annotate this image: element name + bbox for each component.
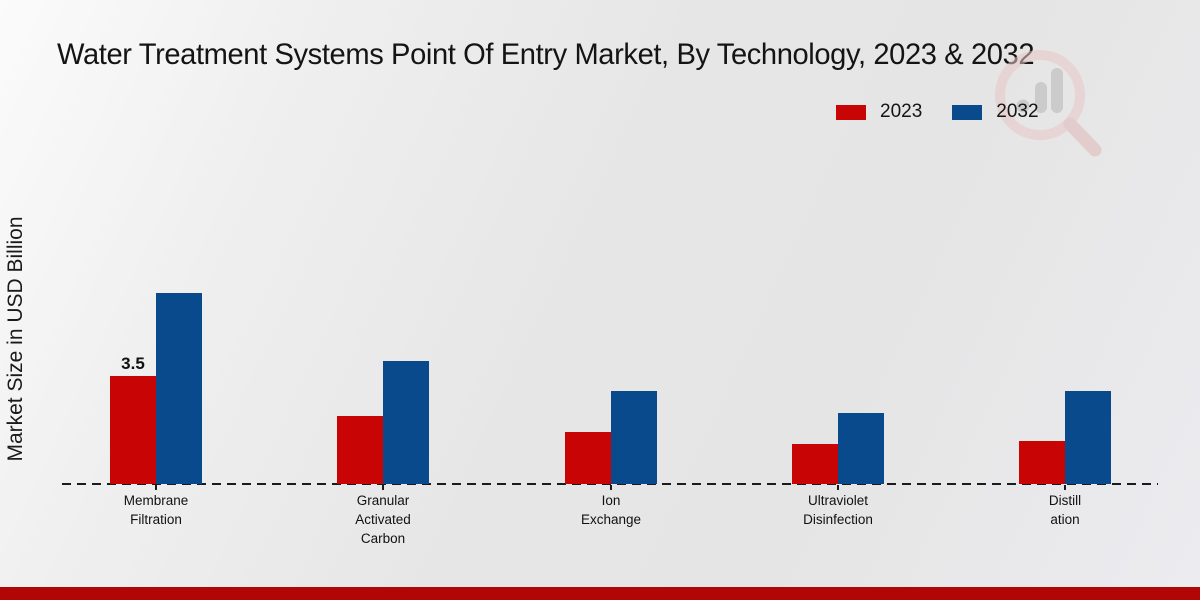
bar-2032-4 (1065, 391, 1111, 484)
bar-2032-3 (838, 413, 884, 484)
category-label-line: Ultraviolet (807, 493, 869, 508)
bar-2032-1 (383, 361, 429, 484)
bar-2023-3 (792, 444, 838, 484)
category-label: Distill ation (985, 491, 1145, 529)
legend-item-2023: 2023 (836, 101, 922, 123)
legend-swatch-2023 (836, 104, 866, 120)
category-label: Membrane Filtration (76, 491, 236, 529)
x-axis-tick (610, 485, 612, 490)
bar-value-label-2023-0: 3.5 (121, 354, 145, 373)
category-label-line: Granular (356, 493, 410, 508)
category-label: Ultraviolet Disinfection (758, 491, 918, 529)
category-label-line: Distill (1048, 493, 1082, 508)
bar-2032-2 (611, 391, 657, 484)
bar-2032-0 (156, 293, 202, 484)
category-label-line: Exchange (580, 512, 642, 527)
category-label-line: Ion (601, 493, 621, 508)
legend-swatch-2032 (952, 104, 983, 120)
bar-2023-1 (337, 416, 383, 484)
legend-label-2032: 2032 (996, 101, 1039, 122)
legend-label-2023: 2023 (880, 101, 923, 122)
category-label-line: Filtration (130, 512, 182, 527)
x-axis-tick (837, 485, 839, 490)
x-axis-tick (1064, 485, 1066, 490)
bar-2023-0 (110, 376, 156, 484)
bar-2023-4 (1019, 441, 1065, 484)
category-label: Granular Activated Carbon (303, 491, 463, 548)
legend-item-2032: 2032 (952, 101, 1039, 123)
category-label-line: Activated (355, 512, 411, 527)
x-axis-baseline (62, 483, 1158, 485)
bar-2023-2 (565, 432, 611, 484)
category-label-line: Membrane (123, 493, 189, 508)
bottom-accent-bar (0, 587, 1200, 600)
category-label-line: ation (1050, 512, 1080, 527)
x-axis-tick (155, 485, 157, 490)
chart-title: Water Treatment Systems Point Of Entry M… (57, 38, 1035, 71)
category-label-line: Disinfection (803, 512, 873, 527)
legend: 2023 2032 (836, 101, 1039, 123)
category-label: Ion Exchange (531, 491, 691, 529)
category-label-line: Carbon (360, 531, 406, 546)
x-axis-tick (382, 485, 384, 490)
